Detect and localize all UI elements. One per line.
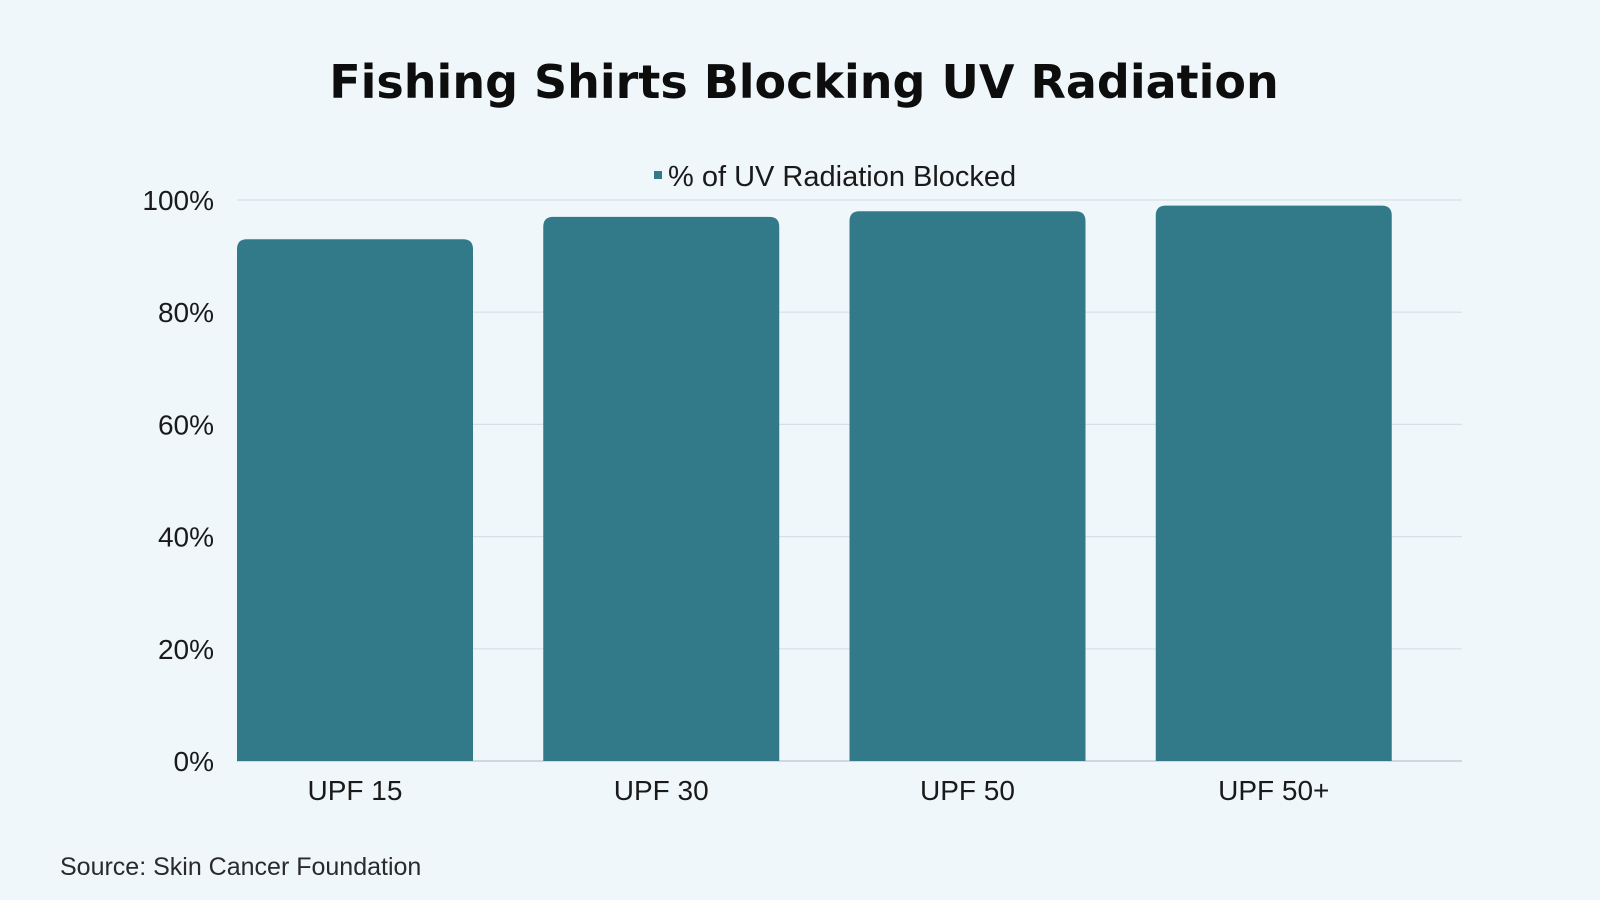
x-axis-ticks: UPF 15 UPF 30 UPF 50 UPF 50+ — [308, 775, 1330, 806]
bars — [237, 205, 1392, 762]
source-note: Source: Skin Cancer Foundation — [60, 853, 421, 881]
y-tick-label: 60% — [158, 409, 214, 440]
y-axis-ticks: 0% 20% 40% 60% 80% 100% — [142, 185, 214, 777]
x-tick-label: UPF 30 — [614, 775, 709, 806]
legend-label: % of UV Radiation Blocked — [668, 161, 1016, 193]
legend-swatch — [654, 171, 662, 179]
legend: % of UV Radiation Blocked — [654, 161, 1016, 193]
bar-upf-50 — [1155, 205, 1392, 762]
chart-title: Fishing Shirts Blocking UV Radiation — [329, 55, 1279, 109]
y-tick-label: 20% — [158, 634, 214, 665]
x-tick-label: UPF 15 — [308, 775, 403, 806]
y-tick-label: 40% — [158, 522, 214, 553]
x-tick-label: UPF 50+ — [1218, 775, 1329, 806]
bar-upf-30 — [543, 216, 780, 761]
bar-upf-15 — [237, 239, 473, 761]
y-tick-label: 0% — [174, 746, 214, 777]
bar-upf-50 — [849, 211, 1086, 762]
y-tick-label: 100% — [142, 185, 214, 216]
x-tick-label: UPF 50 — [920, 775, 1015, 806]
y-tick-label: 80% — [158, 297, 214, 328]
